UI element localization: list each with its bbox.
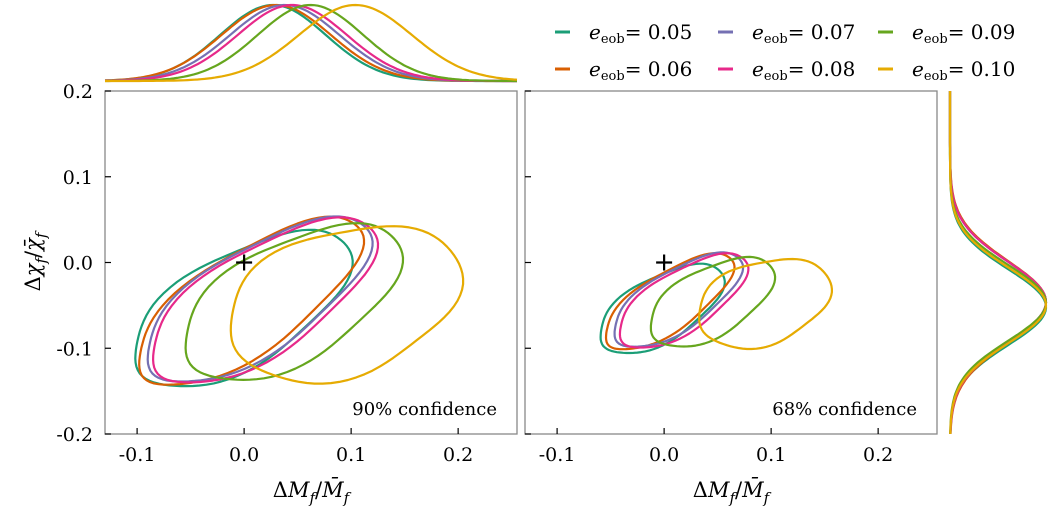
left-xtick-label: 0.1: [336, 444, 366, 466]
right-contours: [599, 251, 834, 355]
top-marginal-panel: [104, 3, 518, 83]
legend-entry: eeob= 0.09: [878, 20, 1015, 47]
legend-label: eeob= 0.07: [752, 20, 855, 47]
right-marginal-curve: [948, 91, 1048, 435]
left-injection-marker: [236, 254, 253, 271]
legend-label: eeob= 0.10: [912, 57, 1015, 84]
contour-right: [613, 251, 745, 348]
ytick-label: 0.1: [63, 167, 93, 189]
contour-left: [184, 222, 405, 381]
contour-right: [618, 252, 750, 349]
legend-entry: eeob= 0.08: [718, 57, 855, 84]
legend-label: eeob= 0.05: [589, 20, 692, 47]
contour-left: [146, 215, 374, 383]
right-contour-panel: -0.1 0.0 0.1 0.2 68% confidence ΔMf/M̄f: [524, 90, 938, 507]
right-xtick-label: 0.1: [756, 444, 786, 466]
left-x-axis-label: ΔMf/M̄f: [273, 477, 352, 507]
top-marginal-curve: [104, 3, 517, 83]
y-axis-label: Δχf/χ̄f: [21, 230, 50, 291]
left-y-tick-labels: -0.2 -0.1 0.0 0.1 0.2: [56, 81, 93, 446]
contour-left: [229, 225, 465, 385]
right-ticks: [525, 90, 879, 435]
right-xtick-label: 0.0: [649, 444, 679, 466]
right-xtick-label: -0.1: [539, 444, 576, 466]
contour-left: [152, 216, 380, 384]
ytick-label: 0.0: [63, 253, 93, 275]
right-x-axis-label: ΔMf/M̄f: [693, 477, 772, 507]
left-xtick-label: 0.0: [229, 444, 259, 466]
top-marginal-curve: [104, 3, 517, 83]
legend-entry: eeob= 0.05: [555, 20, 692, 47]
left-x-tick-labels: -0.1 0.0 0.1 0.2: [119, 444, 473, 466]
legend-entry: eeob= 0.07: [718, 20, 855, 47]
ytick-label: -0.2: [56, 424, 93, 446]
left-ticks: [105, 90, 459, 435]
left-xtick-label: -0.1: [119, 444, 156, 466]
legend-label: eeob= 0.09: [912, 20, 1015, 47]
right-x-tick-labels: -0.1 0.0 0.1 0.2: [539, 444, 893, 466]
ytick-label: 0.2: [63, 81, 93, 103]
left-contour-panel: -0.1 0.0 0.1 0.2 -0.2 -0.1 0.0 0.1 0.2 9…: [21, 81, 518, 507]
contour-right: [698, 257, 834, 351]
left-xtick-label: 0.2: [443, 444, 473, 466]
right-injection-marker: [656, 254, 673, 271]
right-confidence-annotation: 68% confidence: [772, 399, 917, 420]
left-confidence-annotation: 90% confidence: [352, 399, 497, 420]
legend-label: eeob= 0.08: [752, 57, 855, 84]
left-contours: [134, 215, 465, 388]
legend-entry: eeob= 0.06: [555, 57, 692, 84]
legend-entry: eeob= 0.10: [878, 57, 1015, 84]
legend-label: eeob= 0.06: [589, 57, 692, 84]
legend: eeob= 0.05 eeob= 0.06 eeob= 0.07 eeob= 0…: [555, 20, 1015, 84]
top-marginal-curve: [104, 3, 517, 83]
contour-right: [649, 255, 777, 348]
contour-left: [138, 215, 366, 386]
right-marginal-panel: [948, 91, 1048, 435]
ytick-label: -0.1: [56, 338, 93, 360]
top-marginal-curve: [105, 3, 518, 83]
top-marginal-curve: [104, 3, 517, 83]
right-panel-frame: [524, 90, 938, 435]
top-marginal-curve: [105, 3, 517, 83]
right-xtick-label: 0.2: [863, 444, 893, 466]
